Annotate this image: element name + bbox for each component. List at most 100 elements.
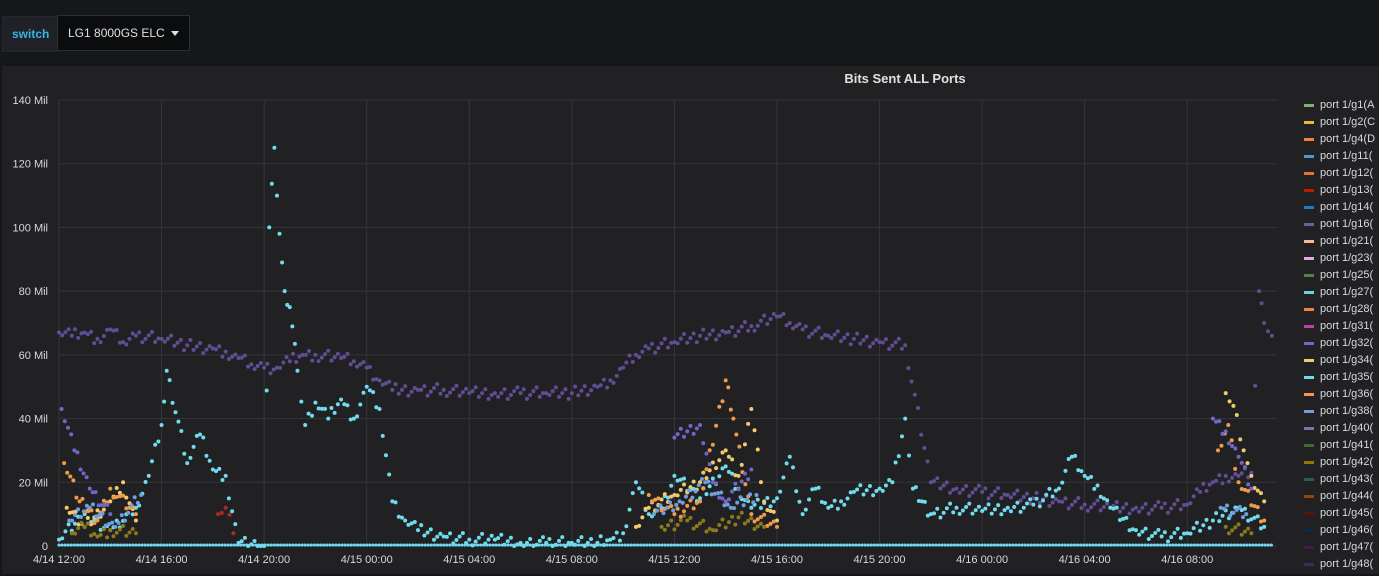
data-point: [653, 350, 658, 355]
data-point: [814, 543, 818, 547]
data-point: [802, 543, 806, 547]
legend-item[interactable]: port 1/g44(: [1304, 488, 1379, 505]
legend-item[interactable]: port 1/g47(: [1304, 539, 1379, 556]
data-point: [428, 389, 433, 394]
legend-item[interactable]: port 1/g34(: [1304, 352, 1379, 369]
data-point: [1230, 443, 1235, 448]
legend-item[interactable]: port 1/g42(: [1304, 454, 1379, 471]
data-point: [746, 328, 751, 333]
data-point: [1153, 503, 1158, 508]
data-point: [1233, 472, 1238, 477]
data-point: [651, 512, 656, 517]
data-point: [649, 499, 654, 504]
data-point: [132, 495, 137, 500]
panel-title[interactable]: Bits Sent ALL Ports: [844, 71, 966, 86]
data-point: [714, 528, 719, 533]
data-point: [755, 543, 760, 547]
data-point: [754, 493, 759, 498]
legend-swatch: [1304, 477, 1314, 481]
data-point: [999, 512, 1004, 517]
legend-item[interactable]: port 1/g38(: [1304, 403, 1379, 420]
legend-item[interactable]: port 1/g43(: [1304, 471, 1379, 488]
data-point: [714, 423, 719, 428]
legend-item[interactable]: port 1/g21(: [1304, 233, 1379, 250]
data-point: [1201, 523, 1206, 528]
data-point: [663, 543, 667, 547]
data-point: [704, 336, 709, 341]
legend-item[interactable]: port 1/g2(C: [1304, 114, 1379, 131]
data-point: [1233, 466, 1238, 471]
data-point: [223, 505, 228, 510]
data-point: [335, 351, 340, 356]
legend-item[interactable]: port 1/g41(: [1304, 437, 1379, 454]
data-point: [701, 486, 706, 491]
data-point: [758, 521, 763, 526]
data-point: [1149, 543, 1153, 547]
legend-item[interactable]: port 1/g12(: [1304, 165, 1379, 182]
data-point: [835, 543, 840, 547]
legend-item[interactable]: port 1/g45(: [1304, 505, 1379, 522]
legend-item[interactable]: port 1/g16(: [1304, 216, 1379, 233]
legend-item[interactable]: port 1/g25(: [1304, 267, 1379, 284]
data-point: [637, 523, 642, 528]
legend-item[interactable]: port 1/g48(: [1304, 556, 1379, 573]
data-point: [69, 333, 74, 338]
data-point: [646, 512, 651, 517]
data-point: [428, 527, 433, 532]
data-point: [467, 537, 472, 542]
data-point: [1075, 543, 1080, 547]
data-point: [1034, 496, 1039, 501]
data-point: [128, 543, 132, 547]
legend-item[interactable]: port 1/g27(: [1304, 284, 1379, 301]
switch-dropdown[interactable]: LG1 8000GS ELC: [57, 15, 190, 51]
data-point: [698, 333, 703, 338]
legend-item[interactable]: port 1/g31(: [1304, 318, 1379, 335]
data-point: [558, 543, 563, 547]
data-point: [269, 543, 273, 547]
data-point: [951, 487, 956, 492]
data-point: [383, 381, 388, 386]
data-point: [1005, 493, 1010, 498]
legend-item[interactable]: port 1/g36(: [1304, 386, 1379, 403]
data-point: [295, 368, 300, 373]
data-point: [835, 329, 840, 334]
legend-item[interactable]: port 1/g28(: [1304, 301, 1379, 318]
legend-item[interactable]: port 1/g40(: [1304, 420, 1379, 437]
data-point: [198, 341, 203, 346]
data-point: [87, 505, 92, 510]
data-point: [726, 469, 731, 474]
data-point: [475, 543, 480, 547]
data-point: [1207, 525, 1212, 530]
data-point: [1037, 500, 1042, 505]
data-point: [845, 332, 850, 337]
data-point: [156, 336, 161, 341]
data-point: [1269, 543, 1273, 547]
data-point: [712, 491, 717, 496]
data-point: [928, 512, 933, 517]
data-point: [919, 432, 924, 437]
data-point: [890, 343, 895, 348]
data-point: [1249, 486, 1254, 491]
data-point: [1189, 543, 1193, 547]
data-point: [922, 543, 926, 547]
data-point: [103, 523, 108, 528]
data-point: [1115, 543, 1120, 547]
legend-item[interactable]: port 1/g13(: [1304, 182, 1379, 199]
legend-item[interactable]: port 1/g11(: [1304, 148, 1379, 165]
data-point: [220, 478, 225, 483]
data-point: [569, 391, 574, 396]
legend-item[interactable]: port 1/g1(A: [1304, 97, 1379, 114]
data-point: [1063, 468, 1068, 473]
legend-item[interactable]: port 1/g4(D: [1304, 131, 1379, 148]
data-point: [560, 391, 565, 396]
legend-item[interactable]: port 1/g46(: [1304, 522, 1379, 539]
legend-item[interactable]: port 1/g14(: [1304, 199, 1379, 216]
data-point: [749, 467, 754, 472]
legend-item[interactable]: port 1/g32(: [1304, 335, 1379, 352]
legend-swatch: [1304, 171, 1314, 175]
legend-label: port 1/g4(D: [1320, 133, 1376, 145]
legend-label: port 1/g13(: [1320, 184, 1374, 196]
legend-item[interactable]: port 1/g23(: [1304, 250, 1379, 267]
legend-item[interactable]: port 1/g35(: [1304, 369, 1379, 386]
data-point: [566, 540, 571, 545]
